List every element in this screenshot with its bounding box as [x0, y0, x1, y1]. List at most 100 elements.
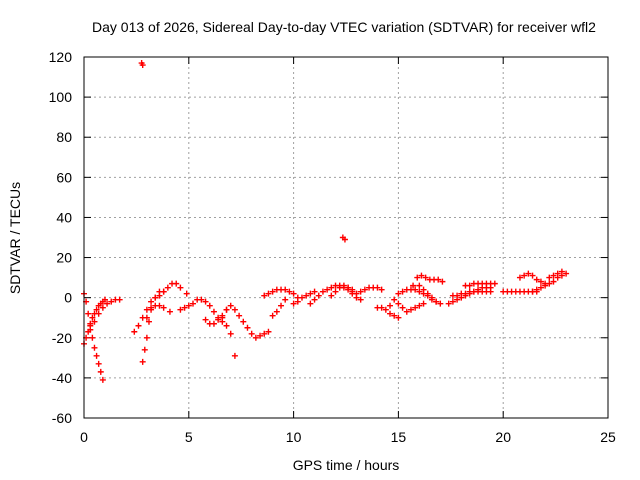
data-point	[328, 284, 335, 291]
y-tick-label: 40	[56, 209, 72, 225]
data-point	[550, 272, 557, 279]
data-point	[529, 272, 536, 279]
data-point	[139, 62, 146, 69]
data-point	[395, 300, 402, 307]
series-arc-f3	[395, 300, 427, 315]
data-point	[139, 358, 146, 365]
y-tick-label: 100	[49, 89, 73, 105]
data-point	[487, 288, 494, 295]
data-point	[181, 304, 188, 311]
data-point	[185, 302, 192, 309]
data-point	[341, 236, 348, 243]
series-outliers	[138, 60, 348, 243]
data-point	[420, 286, 427, 293]
data-point	[391, 312, 398, 319]
y-tick-label: 80	[56, 129, 72, 145]
data-point	[391, 296, 398, 303]
x-tick-label: 25	[600, 429, 616, 445]
series-arc-a3	[87, 296, 123, 333]
data-point	[131, 328, 138, 335]
series-arc-f5	[416, 282, 444, 307]
data-point	[269, 288, 276, 295]
data-point	[210, 320, 217, 327]
data-point	[542, 282, 549, 289]
data-point	[252, 334, 259, 341]
y-tick-label: -20	[52, 330, 72, 346]
data-point	[89, 334, 96, 341]
data-point	[91, 344, 98, 351]
data-point	[416, 288, 423, 295]
data-point	[298, 294, 305, 301]
data-point	[273, 308, 280, 315]
data-point	[399, 304, 406, 311]
data-point	[378, 304, 385, 311]
x-tick-label: 0	[80, 429, 88, 445]
data-point	[257, 332, 264, 339]
data-point	[395, 314, 402, 321]
data-point	[428, 294, 435, 301]
data-point	[231, 306, 238, 313]
data-point	[219, 314, 226, 321]
data-point	[227, 330, 234, 337]
data-point	[414, 274, 421, 281]
data-point	[135, 322, 142, 329]
data-point	[449, 298, 456, 305]
series-arc-f1	[374, 304, 402, 321]
data-point	[315, 292, 322, 299]
data-point	[148, 298, 155, 305]
data-point	[439, 278, 446, 285]
series-arc-d4	[290, 288, 318, 307]
data-point	[382, 306, 389, 313]
series-arc-d1	[257, 328, 272, 339]
series-arc-f4	[410, 272, 446, 289]
data-point	[97, 368, 104, 375]
data-point	[378, 286, 385, 293]
data-point	[143, 334, 150, 341]
data-point	[160, 304, 167, 311]
data-point	[412, 304, 419, 311]
data-point	[387, 310, 394, 317]
data-point	[148, 304, 155, 311]
data-point	[340, 282, 347, 289]
data-point	[87, 326, 94, 333]
series-arc-h2	[516, 270, 549, 287]
data-point	[261, 330, 268, 337]
data-point	[231, 352, 238, 359]
data-point	[202, 298, 209, 305]
data-point	[563, 270, 570, 277]
plot-frame	[83, 56, 609, 419]
data-point	[533, 276, 540, 283]
data-points	[81, 60, 570, 383]
tick-labels: 0 5 10 15 20 25 -60 -40 -20 0 20 40 60 80 100 120	[49, 49, 616, 445]
x-tick-label: 15	[391, 429, 407, 445]
data-point	[345, 284, 352, 291]
data-point	[466, 282, 473, 289]
data-point	[525, 270, 532, 277]
data-point	[265, 290, 272, 297]
y-tick-label: 60	[56, 169, 72, 185]
data-point	[282, 286, 289, 293]
data-point	[554, 270, 561, 277]
data-point	[374, 284, 381, 291]
data-point	[387, 302, 394, 309]
series-arc-d2	[261, 286, 301, 301]
data-point	[236, 312, 243, 319]
y-axis-label: SDTVAR / TECUs	[7, 182, 23, 294]
data-point	[244, 324, 251, 331]
data-point	[93, 352, 100, 359]
series-arc-b2	[139, 302, 173, 365]
x-axis-label: GPS time / hours	[293, 457, 400, 473]
data-point	[357, 288, 364, 295]
y-tick-label: 0	[64, 290, 72, 306]
data-point	[104, 300, 111, 307]
data-point	[422, 274, 429, 281]
data-point	[85, 310, 92, 317]
data-point	[108, 298, 115, 305]
data-point	[240, 318, 247, 325]
data-point	[353, 294, 360, 301]
data-point	[407, 306, 414, 313]
data-point	[410, 282, 417, 289]
data-point	[101, 296, 108, 303]
y-tick-label: 20	[56, 250, 72, 266]
data-point	[424, 290, 431, 297]
